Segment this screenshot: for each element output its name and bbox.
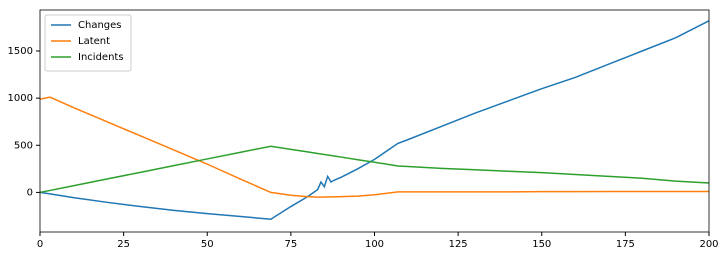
plot-frame: [39, 9, 710, 233]
x-tick-label: 125: [449, 239, 468, 250]
legend-label: Changes: [78, 20, 122, 31]
x-tick-label: 0: [37, 239, 43, 250]
x-tick-label: 75: [285, 239, 298, 250]
line-series: [39, 96, 709, 198]
y-tick-label: 1500: [8, 46, 33, 57]
x-tick-label: 25: [117, 239, 130, 250]
x-tick-label: 200: [699, 239, 718, 250]
line-series: [39, 145, 710, 194]
x-tick-label: 100: [365, 239, 384, 250]
legend-label: Incidents: [78, 52, 124, 63]
y-tick-label: 1000: [8, 93, 33, 104]
x-tick-label: 50: [201, 239, 214, 250]
y-tick-label: 0: [27, 187, 33, 198]
x-tick-label: 150: [532, 239, 551, 250]
legend-label: Latent: [78, 36, 110, 47]
y-tick-label: 500: [14, 140, 33, 151]
line-series: [39, 20, 710, 221]
x-tick-label: 175: [616, 239, 635, 250]
